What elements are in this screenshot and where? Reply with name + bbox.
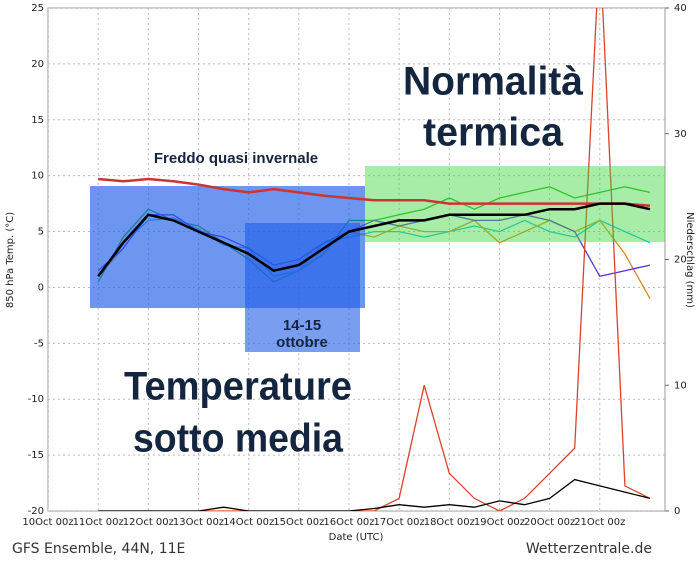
y-tick-label: -10 (28, 394, 44, 405)
x-tick-label: 11Oct 00z (73, 517, 124, 528)
y-tick-label: 5 (38, 227, 44, 238)
x-tick-label: 15Oct 00z (273, 517, 324, 528)
y2-tick-label: 0 (674, 506, 680, 517)
annotation: Temperature (124, 365, 352, 409)
x-tick-label: 10Oct 00z (22, 517, 73, 528)
x-tick-label: 18Oct 00z (424, 517, 475, 528)
cold-box-small (245, 223, 360, 352)
series-line (97, 202, 651, 278)
annotation: Normalità (403, 60, 584, 104)
series-line (98, 8, 651, 511)
annotation: termica (423, 111, 564, 155)
annotation: Freddo quasi invernale (154, 150, 318, 167)
y2-axis-label: Niederschlag (mm) (684, 212, 695, 308)
series-line (98, 478, 651, 511)
y-tick-label: 0 (38, 282, 44, 293)
annotation: 14-15 (283, 317, 321, 334)
x-tick-label: 21Oct 00z (574, 517, 625, 528)
annotation: sotto media (133, 417, 344, 461)
y-axis-label: 850 hPa Temp. (°C) (5, 212, 16, 308)
y2-tick-label: 10 (674, 380, 687, 391)
x-tick-label: 14Oct 00z (223, 517, 274, 528)
y-tick-label: 15 (31, 115, 44, 126)
x-tick-label: 13Oct 00z (173, 517, 224, 528)
y-tick-label: 25 (31, 3, 44, 14)
annotation: ottobre (276, 334, 328, 351)
y-tick-label: -5 (34, 338, 44, 349)
series-line (98, 177, 651, 208)
x-tick-label: 20Oct 00z (524, 517, 575, 528)
y2-tick-label: 20 (674, 255, 687, 266)
overlay-lines (97, 177, 651, 278)
x-axis-label: Date (UTC) (329, 532, 384, 543)
y-tick-label: 10 (31, 171, 44, 182)
y-tick-label: -20 (28, 506, 44, 517)
y-tick-label: 20 (31, 59, 44, 70)
x-tick-label: 16Oct 00z (323, 517, 374, 528)
y2-tick-label: 30 (674, 129, 687, 140)
x-tick-label: 19Oct 00z (474, 517, 525, 528)
source: GFS Ensemble, 44N, 11E (12, 541, 185, 557)
x-tick-label: 17Oct 00z (374, 517, 425, 528)
source: Wetterzentrale.de (526, 541, 652, 557)
x-tick-label: 12Oct 00z (123, 517, 174, 528)
y-tick-label: -15 (28, 450, 44, 461)
y2-tick-label: 40 (674, 3, 687, 14)
